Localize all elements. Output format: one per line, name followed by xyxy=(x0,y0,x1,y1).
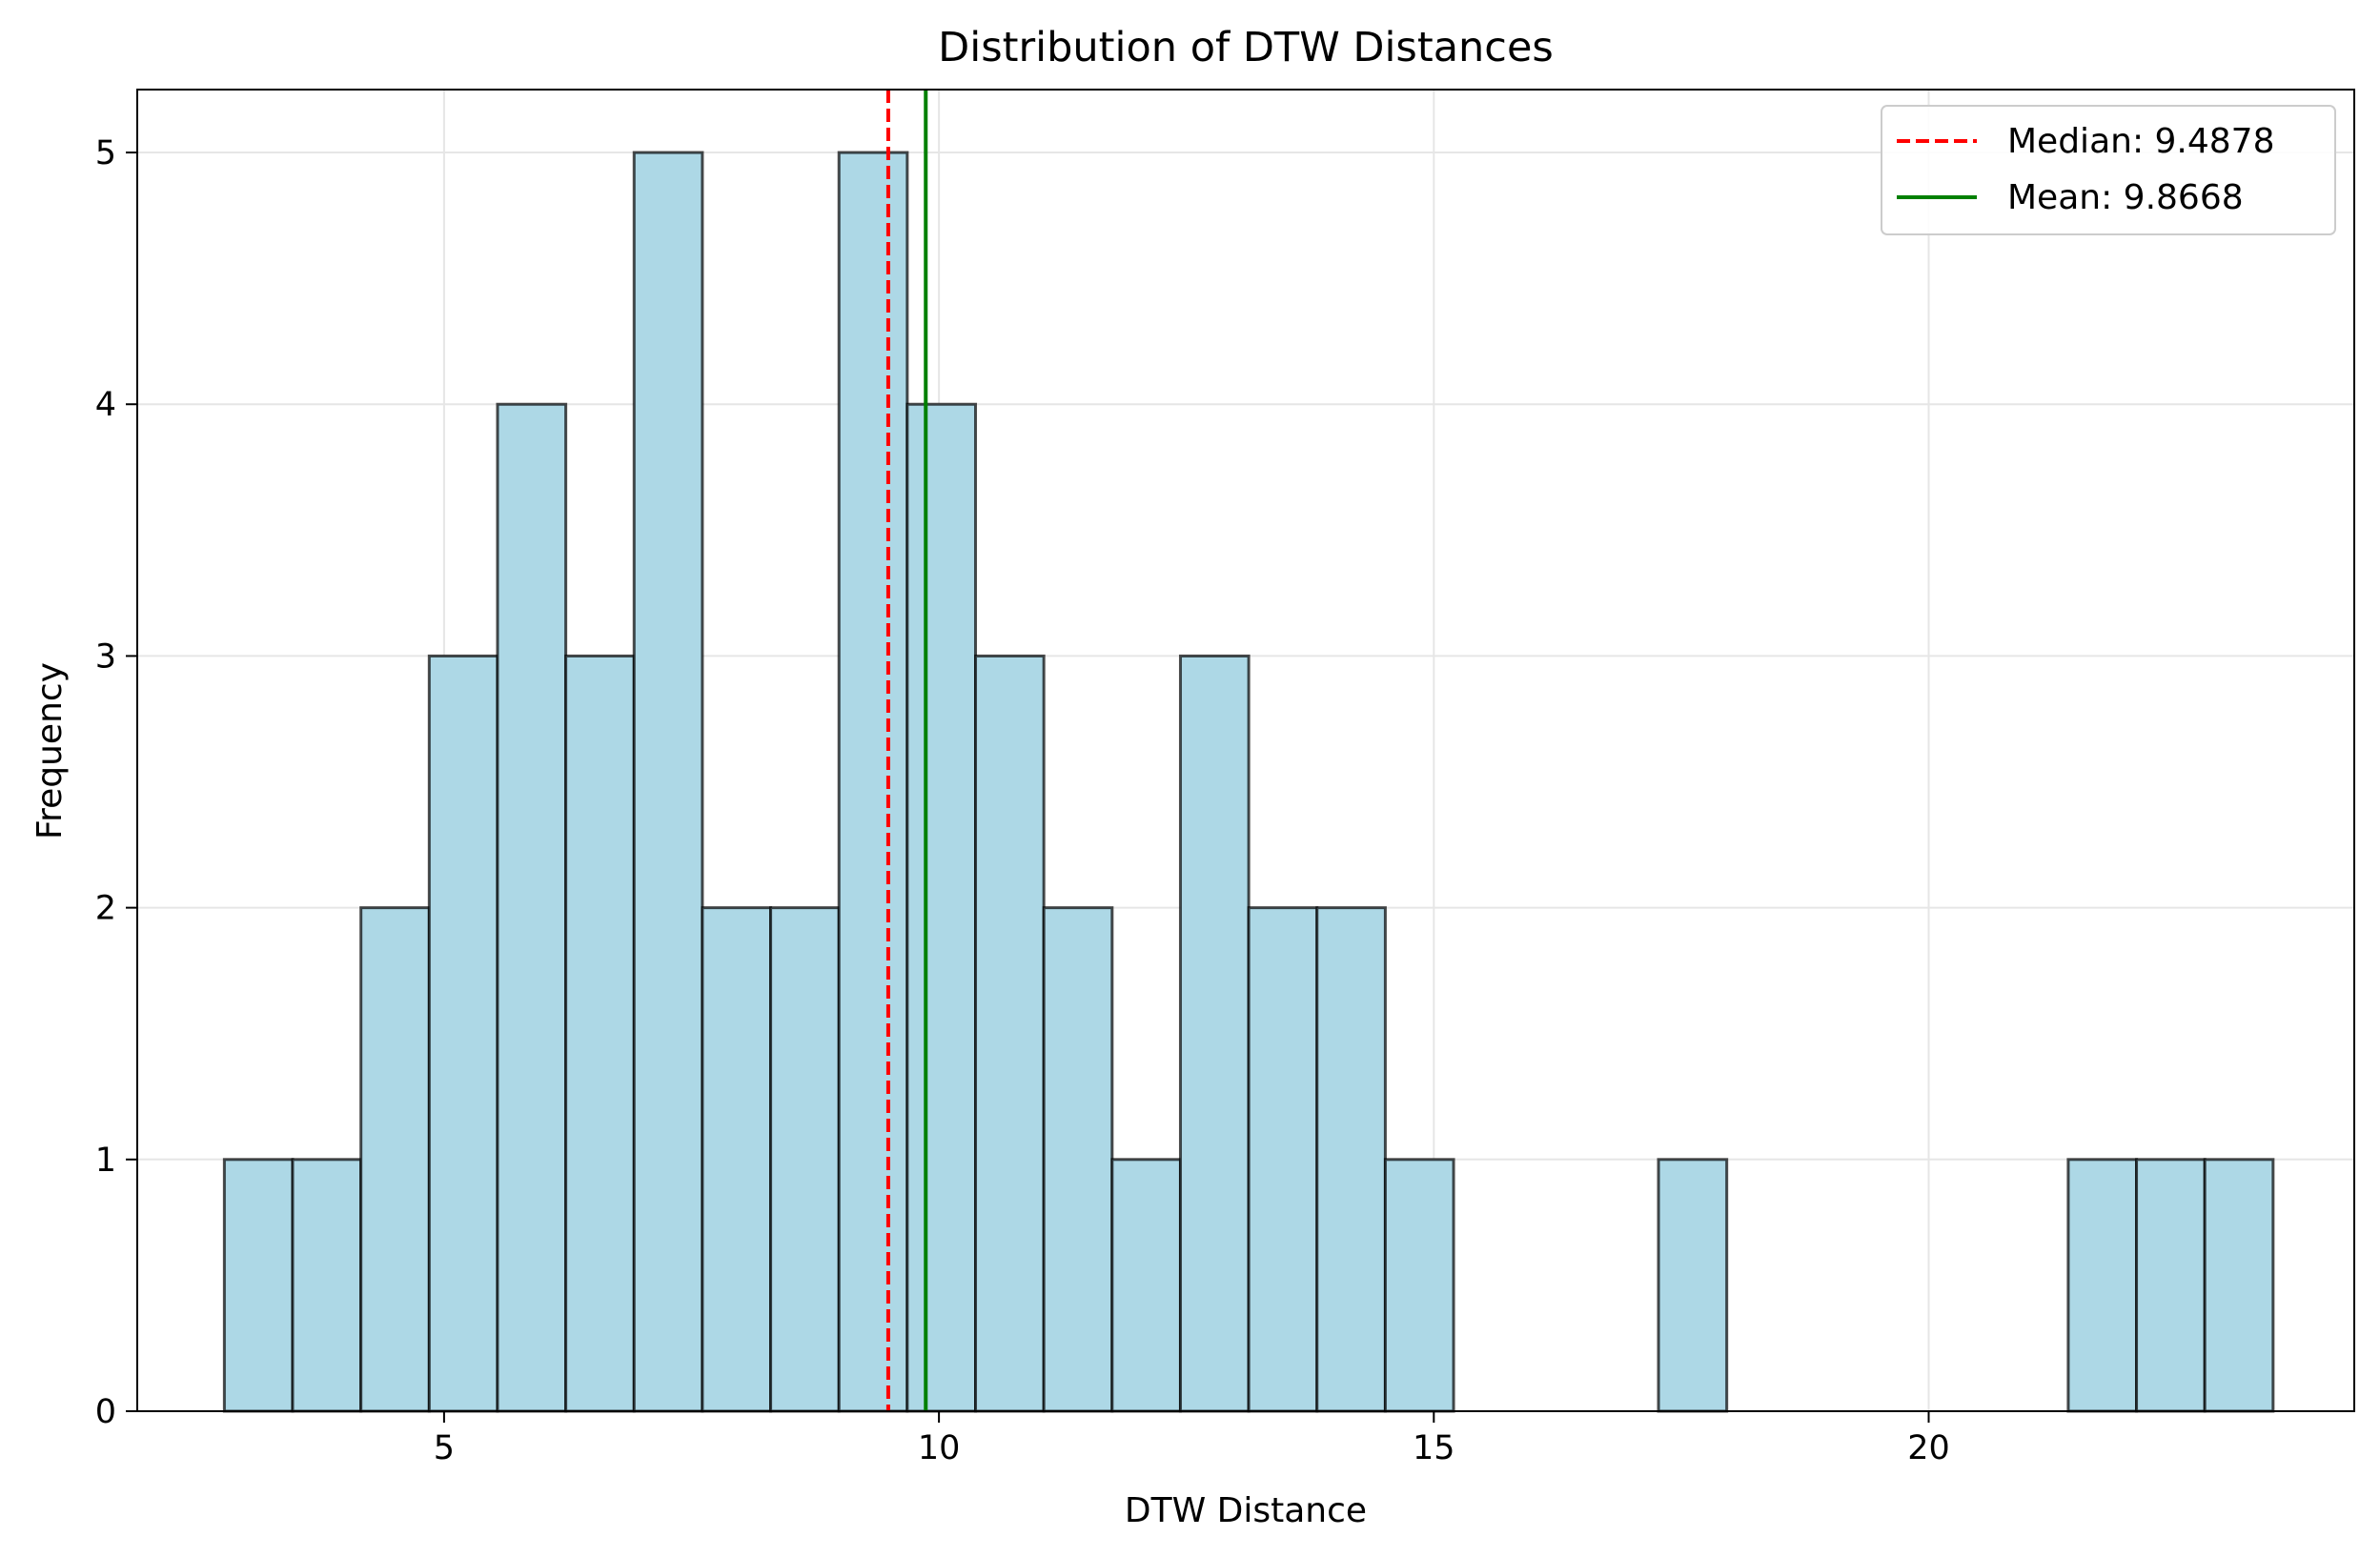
histogram-bar xyxy=(1247,906,1319,1413)
histogram-bar xyxy=(1383,1158,1455,1413)
y-tick-label: 5 xyxy=(95,134,116,172)
x-tick-label: 15 xyxy=(1413,1429,1455,1467)
legend: Median: 9.4878 Mean: 9.8668 xyxy=(1881,105,2336,235)
histogram-bar xyxy=(1315,906,1387,1413)
x-axis-label: DTW Distance xyxy=(1125,1491,1367,1530)
histogram-bar xyxy=(974,654,1046,1413)
histogram-bar xyxy=(837,151,909,1413)
y-tick-label: 4 xyxy=(95,386,116,424)
y-tick-label: 3 xyxy=(95,637,116,676)
histogram-bar xyxy=(564,654,636,1413)
x-tick-label: 10 xyxy=(918,1429,961,1467)
histogram-bar xyxy=(769,906,841,1413)
histogram-bar xyxy=(1110,1158,1182,1413)
histogram-bar xyxy=(2203,1158,2275,1413)
legend-mean-label: Mean: 9.8668 xyxy=(2007,178,2244,217)
histogram-bar xyxy=(701,906,773,1413)
y-tick-label: 2 xyxy=(95,890,116,928)
chart-title: Distribution of DTW Distances xyxy=(938,24,1554,71)
y-tick-label: 1 xyxy=(95,1142,116,1180)
plot-frame xyxy=(136,89,2355,1412)
histogram-bar xyxy=(291,1158,363,1413)
histogram-bars xyxy=(222,151,2275,1413)
histogram-bar xyxy=(2066,1158,2139,1413)
histogram-bar xyxy=(1042,906,1114,1413)
legend-box xyxy=(1881,105,2336,235)
reference-lines xyxy=(885,90,928,1411)
histogram-bar xyxy=(427,654,499,1413)
legend-median-label: Median: 9.4878 xyxy=(2007,122,2274,161)
y-tick-label: 0 xyxy=(95,1393,116,1431)
histogram-bar xyxy=(2135,1158,2207,1413)
histogram-bar xyxy=(1178,654,1251,1413)
histogram-bar xyxy=(632,151,704,1413)
x-tick-label: 5 xyxy=(434,1429,455,1467)
y-axis-ticks: 0 1 2 3 4 5 xyxy=(95,134,137,1431)
histogram-bar xyxy=(359,906,431,1413)
x-axis-ticks: 5 10 15 20 xyxy=(434,1411,1950,1467)
histogram-bar xyxy=(496,402,568,1413)
histogram-bar xyxy=(905,402,978,1413)
y-axis-label: Frequency xyxy=(31,662,70,839)
x-tick-label: 20 xyxy=(1907,1429,1950,1467)
histogram-bar xyxy=(1657,1158,1729,1413)
histogram-bar xyxy=(222,1158,295,1413)
